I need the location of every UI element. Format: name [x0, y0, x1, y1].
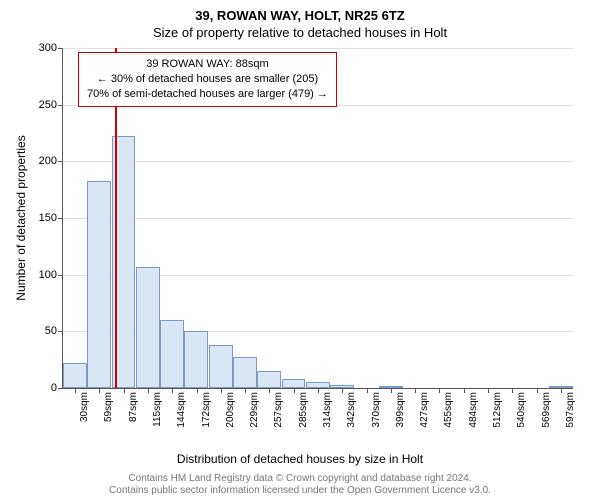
x-tick-label: 144sqm	[176, 392, 187, 428]
x-tick-label: 569sqm	[541, 392, 552, 428]
y-tick-label: 300	[39, 42, 57, 54]
x-tick-label: 540sqm	[516, 392, 527, 428]
x-tick-mark	[512, 388, 513, 393]
y-tick-mark	[58, 218, 63, 219]
x-tick-label: 59sqm	[103, 392, 114, 422]
x-tick-label: 342sqm	[346, 392, 357, 428]
y-tick-mark	[58, 388, 63, 389]
chart-title-subtitle: Size of property relative to detached ho…	[0, 25, 600, 40]
y-tick-mark	[58, 331, 63, 332]
x-tick-mark	[318, 388, 319, 393]
x-tick-mark	[439, 388, 440, 393]
x-tick-mark	[245, 388, 246, 393]
x-tick-mark	[294, 388, 295, 393]
x-tick-mark	[488, 388, 489, 393]
histogram-bar	[257, 371, 281, 388]
x-tick-label: 200sqm	[225, 392, 236, 428]
x-tick-label: 370sqm	[371, 392, 382, 428]
x-tick-label: 87sqm	[128, 392, 139, 422]
info-line-3: 70% of semi-detached houses are larger (…	[87, 87, 328, 102]
footer-line-1: Contains HM Land Registry data © Crown c…	[0, 473, 600, 485]
x-axis-label: Distribution of detached houses by size …	[0, 452, 600, 466]
x-tick-mark	[148, 388, 149, 393]
x-tick-label: 172sqm	[201, 392, 212, 428]
x-tick-label: 115sqm	[152, 392, 163, 427]
y-axis-label: Number of detached properties	[14, 135, 28, 300]
x-tick-mark	[367, 388, 368, 393]
x-tick-label: 484sqm	[468, 392, 479, 428]
y-tick-label: 200	[39, 155, 57, 167]
x-tick-mark	[537, 388, 538, 393]
x-tick-label: 455sqm	[443, 392, 454, 428]
y-tick-label: 50	[45, 325, 57, 337]
x-tick-mark	[75, 388, 76, 393]
x-tick-label: 229sqm	[249, 392, 260, 428]
chart-title-address: 39, ROWAN WAY, HOLT, NR25 6TZ	[0, 0, 600, 23]
chart-container: 39, ROWAN WAY, HOLT, NR25 6TZ Size of pr…	[0, 0, 600, 500]
histogram-bar	[233, 357, 257, 388]
grid-line	[63, 161, 573, 162]
x-tick-mark	[561, 388, 562, 393]
x-tick-label: 314sqm	[322, 392, 333, 428]
y-tick-mark	[58, 105, 63, 106]
x-tick-mark	[221, 388, 222, 393]
x-tick-mark	[197, 388, 198, 393]
footer-line-2: Contains public sector information licen…	[0, 485, 600, 497]
info-line-1: 39 ROWAN WAY: 88sqm	[87, 57, 328, 72]
x-tick-mark	[124, 388, 125, 393]
histogram-bar	[87, 181, 111, 388]
x-tick-label: 597sqm	[565, 392, 576, 428]
histogram-bar	[160, 320, 184, 388]
grid-line	[63, 218, 573, 219]
x-tick-mark	[99, 388, 100, 393]
x-tick-label: 399sqm	[395, 392, 406, 428]
x-tick-mark	[172, 388, 173, 393]
x-tick-label: 257sqm	[273, 392, 284, 428]
y-tick-label: 250	[39, 99, 57, 111]
x-tick-label: 512sqm	[492, 392, 503, 428]
info-line-2: ← 30% of detached houses are smaller (20…	[87, 72, 328, 87]
histogram-bar	[209, 345, 233, 388]
x-tick-label: 30sqm	[79, 392, 90, 422]
y-tick-mark	[58, 275, 63, 276]
x-tick-mark	[269, 388, 270, 393]
x-tick-mark	[464, 388, 465, 393]
histogram-bar	[184, 331, 208, 388]
x-tick-mark	[391, 388, 392, 393]
x-tick-label: 427sqm	[419, 392, 430, 428]
y-tick-label: 100	[39, 269, 57, 281]
histogram-bar	[282, 379, 306, 388]
y-tick-mark	[58, 48, 63, 49]
chart-footer: Contains HM Land Registry data © Crown c…	[0, 473, 600, 497]
marker-info-box: 39 ROWAN WAY: 88sqm ← 30% of detached ho…	[78, 52, 337, 107]
histogram-bar	[63, 363, 87, 388]
x-tick-mark	[342, 388, 343, 393]
grid-line	[63, 48, 573, 49]
y-tick-label: 0	[51, 382, 57, 394]
x-tick-mark	[415, 388, 416, 393]
y-tick-label: 150	[39, 212, 57, 224]
x-tick-label: 285sqm	[298, 392, 309, 428]
histogram-bar	[136, 267, 160, 388]
y-tick-mark	[58, 161, 63, 162]
